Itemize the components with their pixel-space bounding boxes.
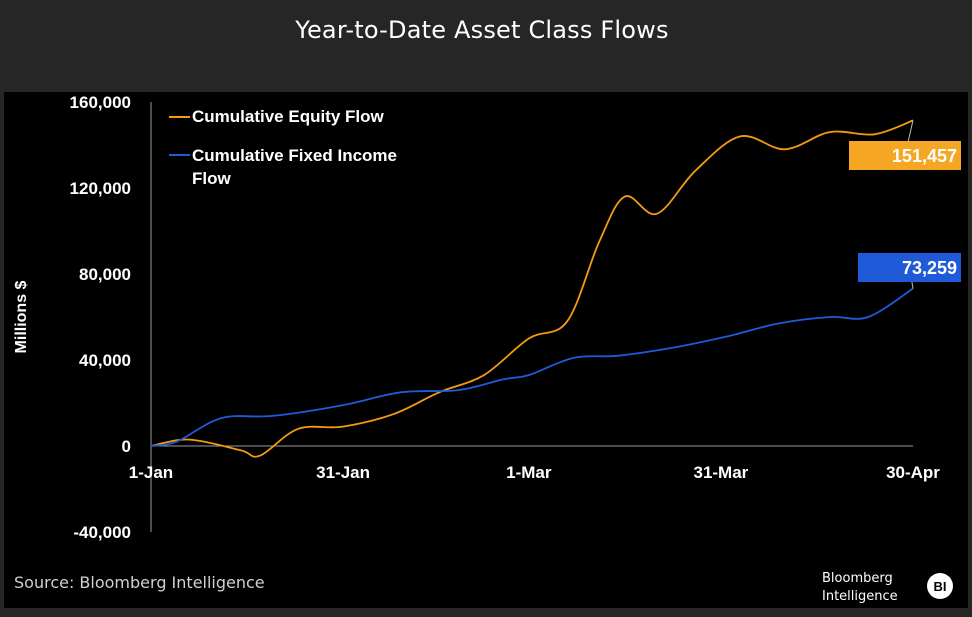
- legend-label-fixed-income: Cumulative Fixed Income Flow: [192, 146, 397, 188]
- y-tick-label: 0: [122, 437, 131, 456]
- x-tick-label: 1-Mar: [506, 463, 552, 482]
- end-value-label: 151,457: [892, 146, 957, 166]
- source-note: Source: Bloomberg Intelligence: [14, 573, 265, 592]
- x-tick-label: 30-Apr: [886, 463, 940, 482]
- end-label-box: [858, 253, 961, 282]
- bi-logo-icon: [927, 573, 953, 599]
- x-tick-label: 1-Jan: [129, 463, 173, 482]
- brand-line-1: Bloomberg: [822, 571, 893, 586]
- brand-line-2: Intelligence: [822, 589, 898, 604]
- bi-logo-text: BI: [934, 579, 947, 594]
- y-tick-label: 160,000: [70, 93, 131, 112]
- y-tick-label: 40,000: [79, 351, 131, 370]
- y-tick-label: 120,000: [70, 179, 131, 198]
- chart-title: Year-to-Date Asset Class Flows: [295, 16, 669, 44]
- line-chart: 160,000 120,000 80,000 40,000 0 -40,000 1-Jan 3…: [13, 93, 961, 604]
- y-tick-label: -40,000: [73, 523, 131, 542]
- y-tick-label: 80,000: [79, 265, 131, 284]
- title-bar: Year-to-Date Asset Class Flows: [0, 0, 972, 92]
- plot-panel: 160,000 120,000 80,000 40,000 0 -40,000 1-Jan 3…: [4, 92, 968, 608]
- end-label-box: [849, 141, 961, 170]
- end-value-label: 73,259: [902, 258, 957, 278]
- series-line-fixed-income: [150, 287, 914, 447]
- x-tick-label: 31-Jan: [316, 463, 370, 482]
- series-line-equity: [150, 119, 914, 458]
- x-tick-label: 31-Mar: [693, 463, 748, 482]
- y-axis-title: Millions $: [13, 280, 30, 353]
- legend-label-equity: Cumulative Equity Flow: [192, 107, 385, 126]
